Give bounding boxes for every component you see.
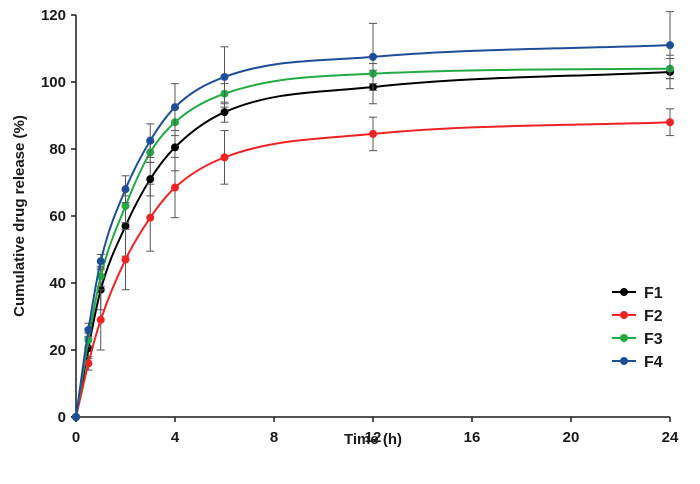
x-tick-label: 4 (171, 429, 180, 446)
legend-item-f4: F4 (612, 354, 663, 371)
y-axis-title: Cumulative drug release (%) (11, 115, 28, 317)
data-point (84, 325, 93, 334)
y-tick-label: 40 (49, 275, 66, 292)
data-point (96, 315, 105, 324)
legend-label: F4 (644, 354, 663, 371)
data-point (146, 136, 155, 145)
y-tick-label: 20 (49, 342, 66, 359)
series-f4 (72, 11, 674, 421)
axes (71, 15, 670, 422)
data-point (369, 52, 377, 61)
x-ticks: 0 4 8 12 16 20 24 (72, 417, 679, 446)
series-layer (72, 11, 674, 421)
y-tick-label: 0 (58, 409, 66, 426)
legend-marker (620, 311, 628, 319)
legend-item-f2: F2 (612, 308, 663, 325)
data-point (666, 41, 674, 50)
data-point (121, 185, 130, 194)
x-axis-title: Time (h) (344, 431, 402, 448)
y-tick-label: 120 (41, 7, 66, 24)
data-point (72, 413, 80, 421)
data-point (666, 118, 674, 127)
data-point (220, 108, 229, 117)
data-point (369, 129, 377, 138)
legend-marker (620, 357, 628, 365)
y-ticks: 0 20 40 60 80 100 120 (41, 7, 76, 426)
data-point (146, 175, 155, 184)
series-f3 (72, 58, 674, 421)
y-tick-label: 60 (49, 208, 66, 225)
series-line-f3 (75, 67, 671, 418)
series-line-f2 (75, 121, 671, 418)
x-tick-label: 16 (464, 429, 481, 446)
data-point (96, 257, 105, 266)
x-tick-label: 0 (72, 429, 80, 446)
data-point (146, 213, 155, 222)
data-point (171, 183, 179, 192)
legend-marker (620, 288, 628, 296)
legend-label: F1 (644, 285, 663, 302)
series-line-f1 (75, 70, 671, 418)
data-point (220, 153, 229, 162)
data-point (121, 201, 130, 210)
legend: F1 F2 F3 F4 (612, 285, 663, 371)
data-point (121, 222, 130, 231)
series-line-f4 (75, 44, 671, 418)
data-point (84, 359, 93, 368)
data-point (171, 103, 179, 112)
series-f2 (72, 108, 674, 421)
x-tick-label: 12 (365, 429, 382, 446)
legend-label: F3 (644, 331, 663, 348)
data-point (121, 255, 130, 264)
x-tick-label: 8 (270, 429, 278, 446)
x-tick-label: 24 (662, 429, 679, 446)
y-tick-label: 100 (41, 74, 66, 91)
y-tick-label: 80 (49, 141, 66, 158)
legend-item-f1: F1 (612, 285, 663, 302)
x-tick-label: 20 (563, 429, 580, 446)
legend-marker (620, 334, 628, 342)
series-f1 (72, 54, 674, 421)
data-point (171, 143, 179, 152)
legend-label: F2 (644, 308, 663, 325)
data-point (220, 72, 229, 81)
legend-item-f3: F3 (612, 331, 663, 348)
